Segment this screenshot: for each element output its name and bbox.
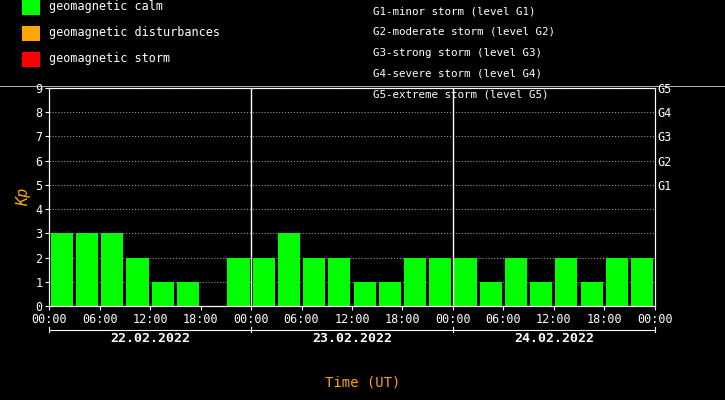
Bar <box>278 233 300 306</box>
Bar <box>555 258 578 306</box>
Text: G4-severe storm (level G4): G4-severe storm (level G4) <box>373 68 542 78</box>
Bar <box>378 282 401 306</box>
Text: 23.02.2022: 23.02.2022 <box>312 332 392 344</box>
Text: G3-strong storm (level G3): G3-strong storm (level G3) <box>373 48 542 58</box>
Bar <box>505 258 527 306</box>
Bar <box>228 258 249 306</box>
Bar <box>51 233 73 306</box>
Bar <box>177 282 199 306</box>
Bar <box>530 282 552 306</box>
Bar <box>328 258 350 306</box>
Text: geomagnetic disturbances: geomagnetic disturbances <box>49 26 220 39</box>
Text: G2-moderate storm (level G2): G2-moderate storm (level G2) <box>373 27 555 37</box>
Bar <box>102 233 123 306</box>
Bar <box>126 258 149 306</box>
Text: geomagnetic calm: geomagnetic calm <box>49 0 162 13</box>
Bar <box>303 258 326 306</box>
Bar <box>455 258 476 306</box>
Bar <box>631 258 653 306</box>
Text: geomagnetic storm: geomagnetic storm <box>49 52 170 65</box>
Text: G5-extreme storm (level G5): G5-extreme storm (level G5) <box>373 89 549 99</box>
Bar <box>429 258 452 306</box>
Text: 24.02.2022: 24.02.2022 <box>514 332 594 344</box>
Text: 22.02.2022: 22.02.2022 <box>110 332 190 344</box>
Bar <box>252 258 275 306</box>
Bar <box>76 233 98 306</box>
Bar <box>606 258 628 306</box>
Bar <box>152 282 174 306</box>
Bar <box>581 282 602 306</box>
Text: G1-minor storm (level G1): G1-minor storm (level G1) <box>373 6 536 16</box>
Bar <box>354 282 376 306</box>
Bar <box>404 258 426 306</box>
Bar <box>480 282 502 306</box>
Y-axis label: Kp: Kp <box>16 188 31 206</box>
Text: Time (UT): Time (UT) <box>325 376 400 390</box>
